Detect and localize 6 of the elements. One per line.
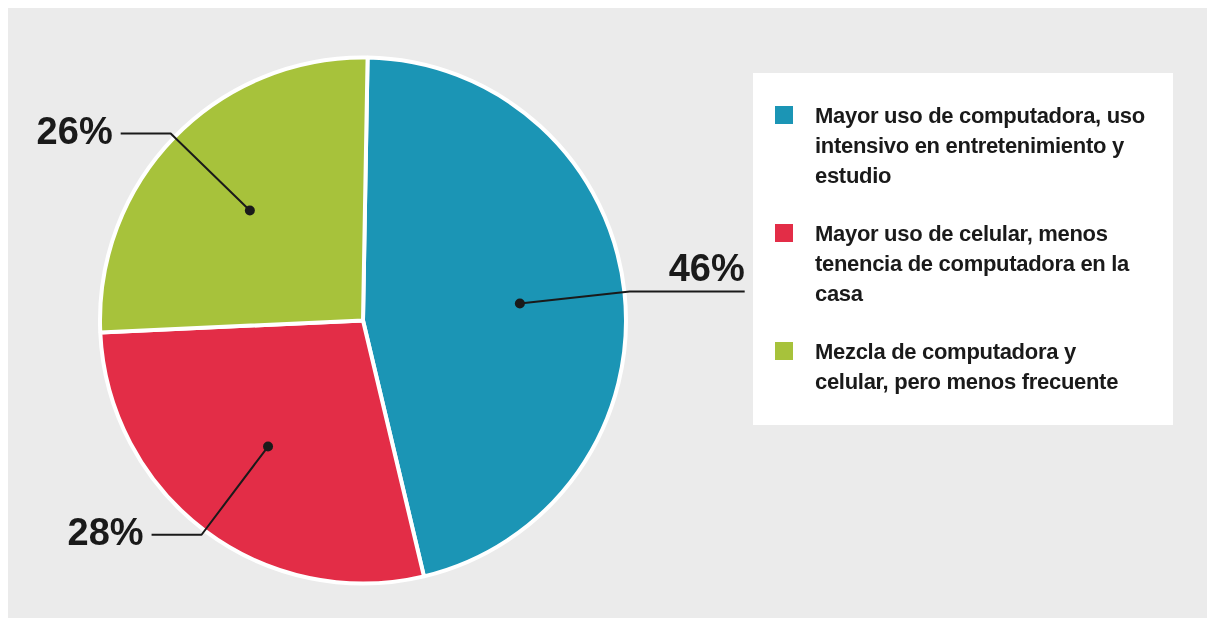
data-label: 26% [36, 109, 113, 152]
legend-label: Mayor uso de celular, menos tenencia de computadora en la casa [815, 220, 1131, 308]
data-label: 46% [668, 247, 745, 290]
data-label: 28% [67, 511, 144, 554]
legend-label: Mezcla de computadora y celular, pero menos frecuente [815, 338, 1120, 396]
legend-label: Mayor uso de computadora, uso intensivo en entretenimiento y estudio [815, 102, 1146, 190]
